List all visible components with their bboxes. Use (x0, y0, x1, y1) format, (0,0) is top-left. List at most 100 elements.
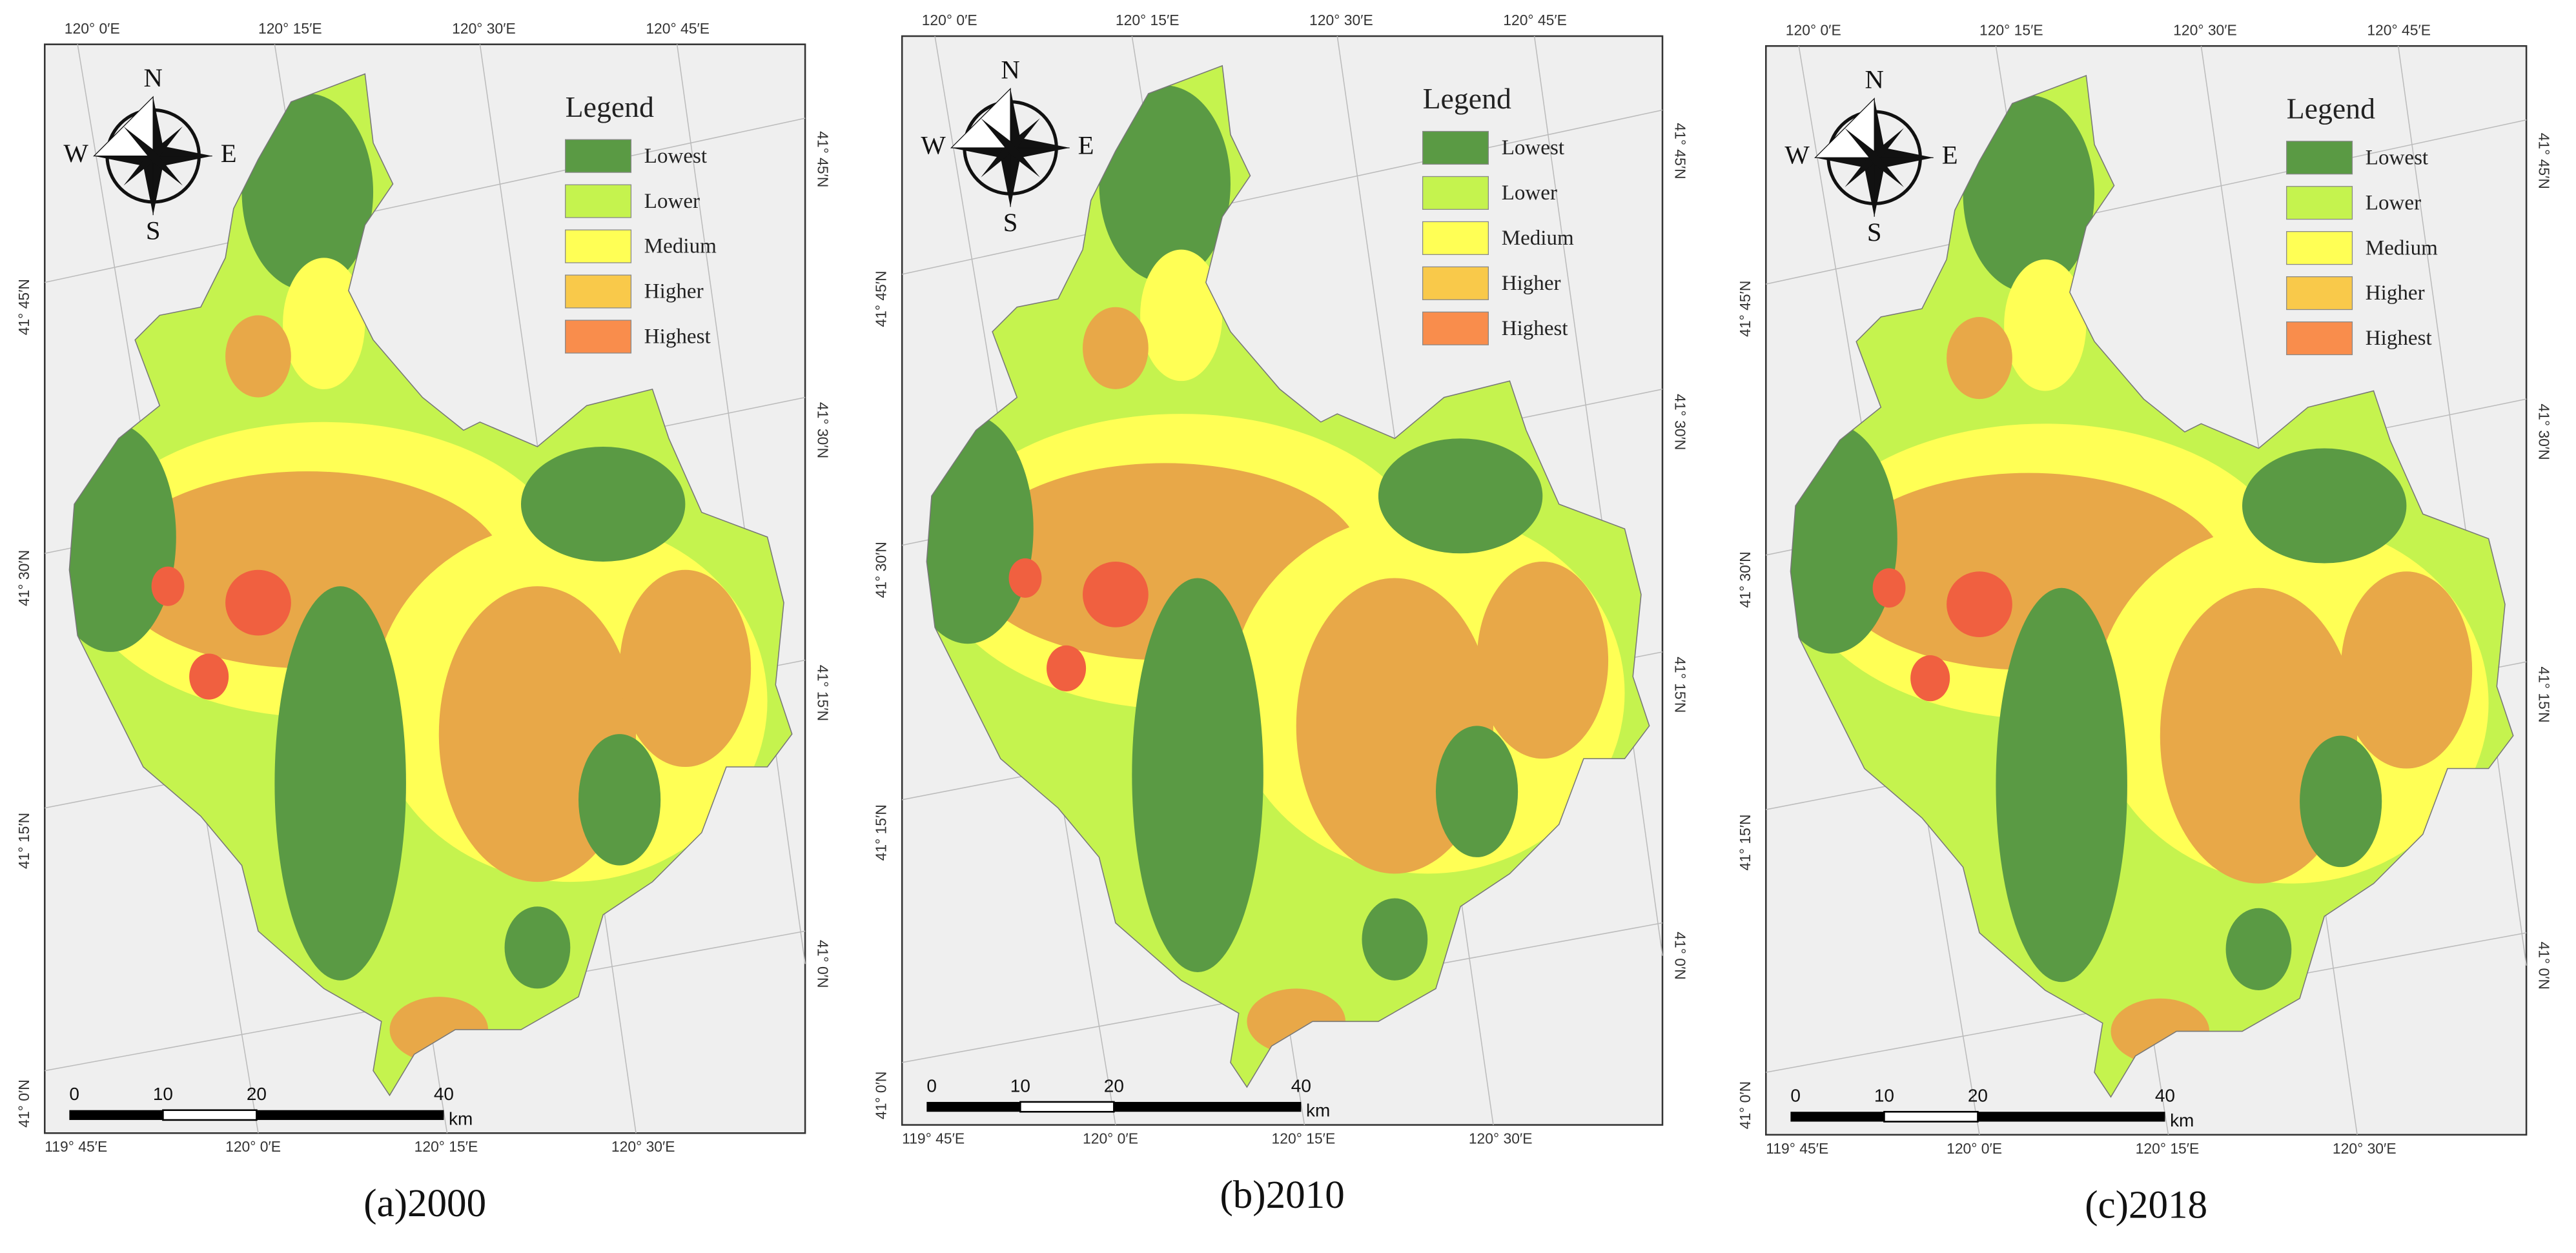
scale-label: 10 (153, 1084, 173, 1104)
legend-label: Highest (1502, 317, 1568, 340)
legend-swatch (1422, 266, 1489, 300)
meridian (2397, 46, 2527, 966)
scale-label: 0 (69, 1084, 79, 1104)
coord-label: 119° 45′E (45, 1138, 107, 1155)
legend-swatch (2286, 321, 2353, 356)
compass-s: S (1867, 218, 1882, 247)
coord-label: 41° 45′N (814, 131, 831, 187)
coord-label: 41° 45′N (1737, 281, 1753, 337)
legend-label: Lowest (1502, 136, 1564, 159)
legend-label: Lowest (2366, 146, 2428, 169)
coord-label: 120° 30′E (1469, 1130, 1533, 1147)
legend-swatch (565, 320, 632, 354)
legend-swatch (565, 184, 632, 218)
scale-label: 10 (1874, 1086, 1894, 1106)
map-panel: 120° 0′E 120° 15′E 120° 30′E 120° 45′E 119° … (1737, 21, 2553, 1227)
scale-unit: km (2170, 1110, 2194, 1130)
coord-label: 120° 30′E (611, 1138, 675, 1155)
coord-label: 41° 30′N (1671, 394, 1688, 450)
legend-label: Lower (2366, 191, 2421, 214)
compass-w: W (1784, 141, 1810, 170)
coord-label: 41° 0′N (814, 940, 831, 988)
coord-label: 120° 30′E (452, 20, 516, 37)
coord-label: 41° 0′N (1671, 932, 1688, 979)
scale-segment (69, 1110, 163, 1120)
scale-label: 40 (1291, 1075, 1311, 1095)
parallel (902, 109, 1663, 275)
coord-label: 120° 45′E (1503, 12, 1567, 28)
legend-swatch (565, 274, 632, 309)
coord-label: 120° 0′E (1947, 1140, 2002, 1157)
coord-label: 41° 0′N (15, 1079, 32, 1127)
panel-caption: (b)2010 (1220, 1174, 1344, 1217)
legend-title: Legend (566, 90, 654, 123)
coord-label: 41° 0′N (873, 1072, 890, 1119)
legend-swatch (2286, 276, 2353, 311)
compass-s: S (1003, 208, 1018, 237)
coord-label: 120° 0′E (1083, 1130, 1138, 1147)
map-panel: 120° 0′E 120° 15′E 120° 30′E 120° 45′E 119° … (15, 20, 832, 1225)
coord-label: 120° 45′E (2367, 21, 2431, 38)
legend-label: Highest (2366, 327, 2432, 350)
compass-star-diag (123, 126, 183, 186)
legend-swatch (1422, 130, 1489, 165)
compass-s: S (146, 216, 161, 245)
scale-segment (256, 1110, 444, 1120)
legend-label: Highest (644, 325, 711, 349)
compass-w: W (63, 139, 88, 168)
compass-n: N (143, 63, 162, 92)
scale-segment (162, 1109, 258, 1121)
legend-label: Medium (2366, 236, 2438, 260)
scale-label: 40 (434, 1084, 454, 1104)
coord-label: 120° 0′E (1786, 21, 1841, 38)
coord-label: 120° 15′E (258, 20, 322, 37)
legend-label: Lower (644, 190, 700, 213)
scale-segment (926, 1101, 1021, 1112)
coord-label: 41° 15′N (873, 804, 890, 861)
compass-n: N (1865, 65, 1883, 94)
coord-label: 120° 45′E (646, 20, 710, 37)
legend-label: Higher (644, 280, 704, 303)
legend-swatch (1422, 311, 1489, 345)
coord-label: 41° 45′N (2535, 133, 2552, 189)
legend-swatch (565, 229, 632, 263)
legend-label: Medium (644, 235, 717, 258)
scale-label: 20 (1968, 1086, 1988, 1106)
coord-label: 120° 15′E (414, 1138, 478, 1155)
coord-label: 41° 30′N (814, 402, 831, 458)
scale-segment (1978, 1112, 2165, 1122)
legend-label: Lower (1502, 181, 1557, 205)
coord-label: 41° 30′N (1737, 551, 1753, 607)
meridian (676, 44, 806, 964)
map-panel: 120° 0′E 120° 15′E 120° 30′E 120° 45′E 119° … (873, 12, 1689, 1217)
coord-label: 41° 15′N (15, 813, 32, 869)
scale-segment (1790, 1112, 1885, 1122)
scale-label: 20 (247, 1084, 267, 1104)
legend-swatch (1422, 221, 1489, 255)
legend-label: Higher (2366, 281, 2425, 305)
coord-label: 120° 15′E (1116, 12, 1180, 28)
coord-label: 119° 45′E (1766, 1140, 1828, 1157)
scale-label: 10 (1010, 1075, 1030, 1095)
scale-label: 0 (926, 1075, 937, 1095)
legend-swatch (1422, 176, 1489, 210)
panel-caption: (a)2000 (363, 1182, 486, 1225)
legend-swatch (2286, 141, 2353, 175)
scale-segment (1019, 1101, 1115, 1113)
scale-unit: km (1306, 1101, 1330, 1121)
scale-segment (1114, 1101, 1302, 1112)
legend-title: Legend (1423, 82, 1511, 115)
coord-label: 120° 0′E (65, 20, 120, 37)
legend-title: Legend (2287, 92, 2375, 125)
coord-label: 41° 15′N (814, 665, 831, 721)
coord-label: 119° 45′E (902, 1130, 965, 1147)
legend-swatch (2286, 231, 2353, 265)
legend-label: Medium (1502, 227, 1574, 250)
scale-label: 40 (2155, 1086, 2175, 1106)
coord-label: 120° 0′E (922, 12, 977, 28)
compass-rose: N S W E (1784, 65, 1958, 247)
compass-e: E (1942, 141, 1958, 170)
compass-rose: N S W E (63, 63, 236, 245)
